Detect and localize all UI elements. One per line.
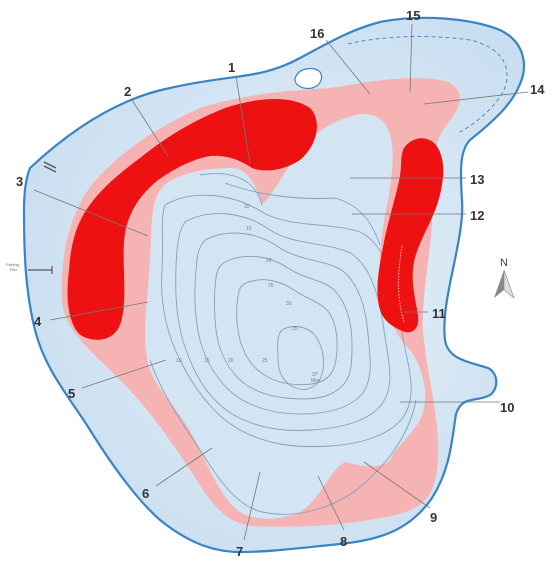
callout-5: 5 <box>68 386 75 401</box>
depth-label: 25 <box>268 283 274 289</box>
callout-3: 3 <box>16 174 23 189</box>
pier-label: Pier <box>10 267 18 272</box>
depth-label: 35 <box>292 326 298 332</box>
callout-11: 11 <box>432 306 446 321</box>
callout-8: 8 <box>340 534 347 549</box>
max-depth-label: Max <box>311 378 321 384</box>
max-depth-label: 37' <box>312 372 319 378</box>
callout-14: 14 <box>530 82 545 97</box>
callout-15: 15 <box>406 8 420 23</box>
lake-dashed-shoreline <box>347 36 508 133</box>
hotspot-east-dotted-edge <box>398 245 405 323</box>
depth-label: 20 <box>266 258 272 264</box>
depth-label: 15 <box>246 226 252 232</box>
depth-label: 10 <box>244 204 250 210</box>
callout-12: 12 <box>470 208 484 223</box>
callout-13: 13 <box>470 172 484 187</box>
depth-label: 25 <box>262 358 268 364</box>
callout-4: 4 <box>34 314 42 329</box>
island <box>294 67 323 89</box>
callout-10: 10 <box>500 400 514 415</box>
depth-label: 30 <box>286 301 292 307</box>
hotspot-west-arc <box>67 98 317 340</box>
hotspot-east-strip <box>377 138 444 333</box>
deep-basin <box>145 113 426 519</box>
callout-2: 2 <box>124 84 131 99</box>
callout-6: 6 <box>142 486 149 501</box>
depth-label: 20 <box>228 358 234 364</box>
depth-label: 10 <box>176 358 182 364</box>
callout-16: 16 <box>310 26 324 41</box>
inlet-marker <box>43 161 57 173</box>
callout-7: 7 <box>236 544 243 559</box>
north-arrow: N <box>494 257 515 299</box>
depth-contours <box>149 173 417 515</box>
callout-1: 1 <box>228 60 235 75</box>
callout-numbers: 1 2 3 4 5 6 7 8 9 10 11 12 13 14 15 16 <box>16 8 545 559</box>
callout-leaders <box>33 23 529 541</box>
depth-labels: 10 15 20 25 30 35 10 15 20 25 37' Max <box>176 204 321 384</box>
callout-9: 9 <box>430 510 437 525</box>
pier-label: Fishing <box>6 262 19 267</box>
fishing-pier: Fishing Pier <box>6 262 53 274</box>
depth-label: 15 <box>204 358 210 364</box>
north-label: N <box>500 257 508 269</box>
